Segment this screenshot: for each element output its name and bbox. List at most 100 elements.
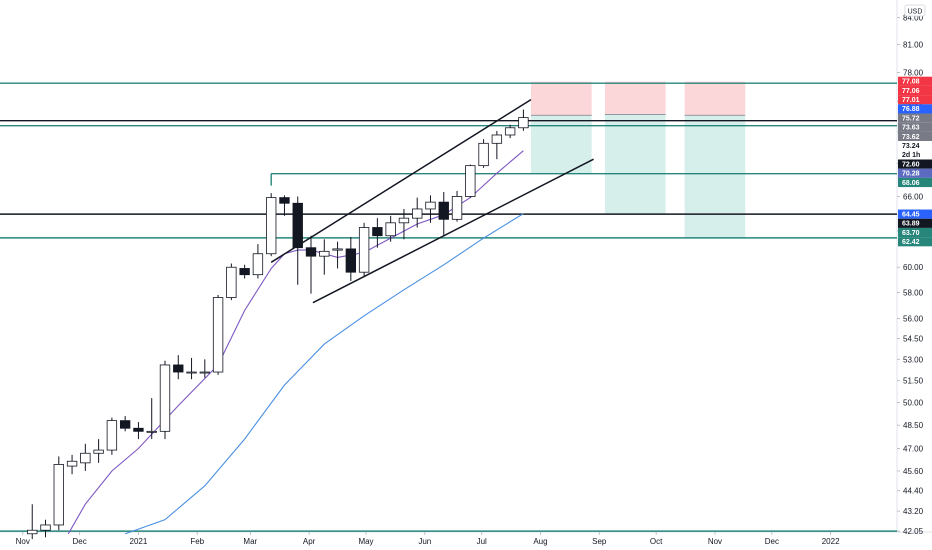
candle-body[interactable] [80,452,91,464]
price-tag-background [898,177,932,188]
candle-body[interactable] [146,430,157,433]
time-tick-label: May [358,537,373,546]
time-tick-label: Apr [303,537,316,546]
candle-body[interactable] [106,420,118,451]
candle-body[interactable] [239,268,250,276]
position-boxes[interactable] [530,81,746,238]
candle-body[interactable] [412,208,423,219]
price-tag-label: 2d 1h [902,152,920,159]
price-tag-background [898,85,932,96]
short-position-stop-zone[interactable] [530,81,592,116]
price-tick-label: 84.00 [903,13,924,22]
short-position-stop-zone[interactable] [684,81,746,116]
trend-lines[interactable] [270,98,594,304]
price-tag-label: 77.06 [902,88,920,95]
price-tag-background [898,131,932,142]
candle-body[interactable] [478,142,489,167]
candle-body[interactable] [266,197,277,255]
price-tag-background [898,227,932,238]
time-axis[interactable]: Nov Dec 2021 Feb Mar Apr May Jun Jul Aug Sep Oct Nov… [16,532,840,546]
currency-indicator[interactable]: USD [904,4,926,17]
time-tick-label: Feb [190,537,204,546]
short-position-target-zone[interactable] [530,115,592,174]
slow-moving-average-line [125,213,524,535]
price-tag-background [898,150,932,160]
candle-body[interactable] [504,127,516,136]
candle-body[interactable] [279,197,290,204]
candle-body[interactable] [518,117,529,129]
price-tag-label: 73.63 [902,125,920,132]
price-tick-label: 53.00 [903,355,924,364]
time-tick-label: Mar [243,537,257,546]
price-tag-label: 68.06 [902,180,920,187]
price-tag-label: 70.28 [902,171,920,178]
price-tick-label: 48.50 [903,421,924,430]
currency-label: USD [908,9,923,16]
price-axis[interactable]: 84.0081.0078.0075.0072.0069.0066.0063.00… [897,13,924,536]
currency-box[interactable] [904,4,926,17]
candle-body[interactable] [438,201,449,220]
candle-body[interactable] [491,134,503,144]
candle-body[interactable] [66,460,78,467]
price-tick-label: 60.00 [903,263,924,272]
candle-body[interactable] [173,364,184,373]
price-tick-label: 78.00 [903,68,924,77]
price-tag-background [898,168,932,178]
trend-line[interactable] [270,98,532,263]
price-tag-label: 63.70 [902,230,920,237]
candle-body[interactable] [252,253,264,276]
price-tag-label: 73.24 [902,143,920,150]
candle-body[interactable] [465,165,476,197]
candle-body[interactable] [226,266,237,298]
price-tag-label: 64.45 [902,211,920,218]
price-tick-label: 66.00 [903,192,924,201]
candle-body[interactable] [385,222,396,237]
time-tick-label: Nov [708,537,722,546]
price-tag-background [898,76,932,86]
candle-body[interactable] [451,196,463,220]
price-tag-background [898,122,932,132]
horizontal-levels[interactable] [0,82,897,532]
candle-body[interactable] [292,202,303,249]
candle-body[interactable] [199,371,210,374]
candle-body[interactable] [425,201,436,210]
price-tag-label: 63.89 [902,221,920,228]
short-position-target-zone[interactable] [604,114,666,215]
price-tick-label: 58.00 [903,288,924,297]
price-tag-background [898,159,932,169]
candle-body[interactable] [212,297,224,373]
time-tick-label: Dec [73,537,87,546]
price-tag-background [898,113,932,123]
trend-line[interactable] [312,158,594,304]
time-tick-label: 2021 [130,537,148,546]
candle-body[interactable] [186,371,197,374]
candle-body[interactable] [398,217,410,224]
price-tick-label: 54.50 [903,335,924,344]
candle-body[interactable] [40,524,51,531]
candle-body[interactable] [159,364,171,432]
candle-body[interactable] [358,227,370,273]
short-position-stop-zone[interactable] [604,81,666,115]
candle-body[interactable] [93,449,104,454]
price-tags: 77.08 77.06 77.01 76.88 75.72 73.63 73.62 73.24… [898,76,932,247]
candle-body[interactable] [332,248,343,251]
candle-body[interactable] [319,250,330,257]
price-tag-label: 76.88 [902,106,920,113]
short-position-target-zone[interactable] [684,115,746,238]
candle-body[interactable] [119,420,131,429]
candle-body[interactable] [27,529,38,535]
price-tick-label: 50.00 [903,399,924,408]
candle-body[interactable] [53,464,64,526]
time-tick-label: 2022 [822,537,840,546]
price-tag-label: 77.01 [902,97,920,104]
candle-body[interactable] [305,247,317,257]
candle-body[interactable] [372,227,383,237]
time-tick-label: Aug [533,537,547,546]
candles[interactable] [27,109,529,540]
price-tag-background [898,95,932,105]
candle-body[interactable] [133,427,144,432]
candle-body[interactable] [345,248,357,273]
time-tick-label: Oct [650,537,663,546]
price-tag-background [898,141,932,151]
